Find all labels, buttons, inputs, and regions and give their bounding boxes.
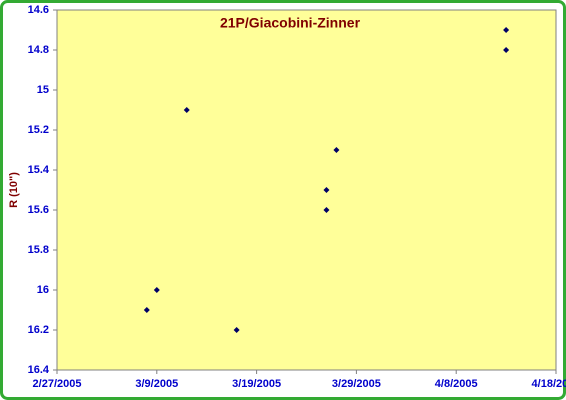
y-axis-label: R (10") — [8, 172, 20, 208]
y-tick-label: 14.8 — [28, 44, 49, 56]
x-tick-label: 3/9/2005 — [135, 378, 178, 390]
point — [503, 47, 510, 53]
x-tick-label: 4/8/2005 — [435, 378, 478, 390]
x-tick-label: 3/29/2005 — [332, 378, 381, 390]
y-tick-label: 16.2 — [28, 324, 49, 336]
point — [323, 187, 330, 193]
y-tick-label: 15.4 — [28, 164, 50, 176]
plot-area — [56, 9, 557, 371]
y-tick-label: 15.2 — [28, 124, 49, 136]
point — [233, 327, 240, 333]
chart-title: 21P/Giacobini-Zinner — [220, 15, 361, 31]
point — [143, 307, 150, 313]
y-tick-label: 14.6 — [28, 4, 49, 16]
y-tick-label: 15.8 — [28, 244, 49, 256]
point — [153, 287, 160, 293]
x-tick-label: 3/19/2005 — [232, 378, 281, 390]
point — [183, 107, 190, 113]
y-tick-label: 15 — [37, 84, 49, 96]
y-tick-label: 16 — [37, 284, 49, 296]
x-tick-label: 4/18/2005 — [532, 378, 566, 390]
point — [333, 147, 340, 153]
point — [323, 207, 330, 213]
y-tick-label: 15.6 — [28, 204, 49, 216]
x-tick-label: 2/27/2005 — [33, 378, 82, 390]
point — [503, 27, 510, 33]
y-tick-label: 16.4 — [28, 364, 50, 376]
